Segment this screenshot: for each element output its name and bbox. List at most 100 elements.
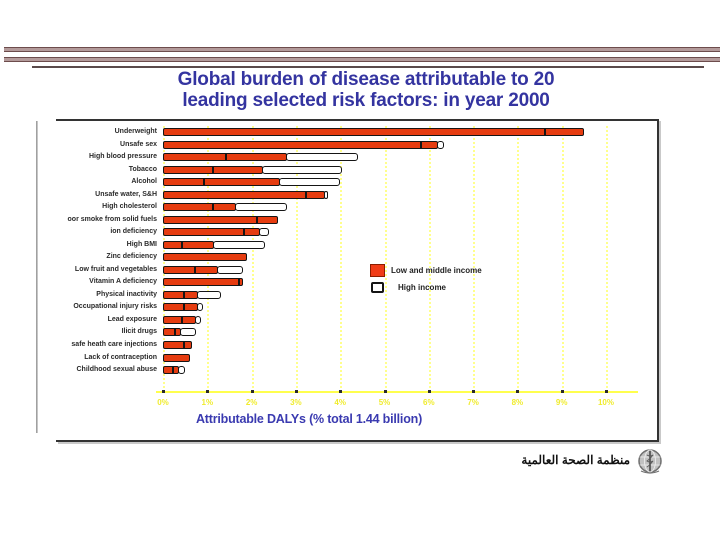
legend-item-high-income: High income — [370, 279, 482, 296]
bar-label: safe heath care injections — [71, 341, 157, 348]
x-tick-label: 9% — [555, 398, 568, 407]
bar-segment-divider — [238, 278, 241, 287]
bar-segment-low-middle-income — [163, 253, 248, 262]
bar-label: Unsafe water, S&H — [95, 190, 157, 198]
x-tick — [516, 390, 520, 393]
bar-segment-low-middle-income — [163, 128, 584, 136]
bar-segment-low-middle-income — [163, 140, 438, 149]
gridline — [517, 126, 520, 392]
x-tick — [294, 390, 298, 393]
bar-segment-divider — [180, 315, 183, 324]
legend-swatch-low-middle-income-icon — [370, 264, 385, 277]
bar-segment-low-middle-income — [163, 190, 325, 199]
bar-segment-high-income — [261, 165, 343, 174]
bar-segment-divider — [180, 240, 183, 249]
bar-segment-high-income — [286, 153, 358, 162]
left-guide-line — [36, 121, 38, 433]
gridline — [384, 126, 387, 392]
bar-label: Occupational injury risks — [73, 303, 157, 311]
gridline — [340, 126, 343, 392]
footer: منظمة الصحة العالمية — [520, 447, 670, 479]
title-overline — [32, 66, 704, 68]
top-rule-2 — [4, 57, 720, 62]
bar-segment-high-income — [212, 240, 265, 249]
bar-segment-divider — [202, 178, 205, 187]
x-tick — [383, 390, 387, 393]
x-tick — [560, 390, 564, 393]
gridline — [251, 126, 254, 392]
bar-label: High BMI — [126, 240, 157, 248]
bar-segment-low-middle-income — [163, 353, 190, 362]
bar-label: Alcohol — [131, 178, 157, 186]
bar-segment-high-income — [323, 190, 328, 199]
legend-item-low-middle-income: Low and middle income — [370, 262, 482, 279]
bar-label: Tobacco — [128, 165, 157, 173]
bar-segment-low-middle-income — [163, 341, 192, 349]
bar-segment-divider — [182, 303, 185, 312]
legend-label-low-middle-income: Low and middle income — [391, 266, 482, 275]
bar-segment-divider — [211, 203, 214, 212]
bar-segment-low-middle-income — [163, 315, 197, 324]
bar-label: Vitamin A deficiency — [89, 278, 157, 286]
bar-label: High blood pressure — [88, 153, 157, 161]
bar-segment-low-middle-income — [163, 290, 199, 299]
bar-segment-divider — [242, 228, 245, 237]
x-tick — [206, 390, 210, 393]
bar-segment-divider — [256, 215, 259, 224]
bar-segment-low-middle-income — [163, 303, 199, 312]
x-tick-label: 3% — [290, 398, 302, 407]
bar-segment-low-middle-income — [163, 278, 243, 287]
bar-segment-divider — [304, 190, 307, 199]
gridline — [606, 126, 608, 392]
bar-segment-high-income — [259, 228, 270, 237]
x-tick-label: 1% — [201, 398, 214, 407]
bar-segment-high-income — [197, 303, 203, 312]
bar-label: Zinc deficiency — [106, 253, 157, 261]
who-logo-icon — [638, 449, 662, 474]
bar-label: Low fruit and vegetables — [74, 265, 157, 273]
bar-segment-high-income — [195, 315, 201, 324]
x-tick-label: 8% — [511, 398, 524, 407]
chart-frame: 0% 1% 2% 3% 4% 5% 6% 7% 8% 9% 10% Underweight Unsafe… — [56, 119, 659, 442]
x-tick-label: 5% — [378, 398, 391, 407]
x-tick — [339, 390, 343, 393]
top-rule-1 — [4, 47, 720, 52]
bar-segment-low-middle-income — [163, 366, 179, 375]
bar-segment-high-income — [177, 366, 186, 375]
bar-segment-low-middle-income — [163, 265, 219, 274]
bar-label: Underweight — [114, 128, 157, 135]
bar-segment-divider — [419, 140, 422, 149]
x-tick-label: 6% — [423, 398, 435, 407]
bar-segment-low-middle-income — [163, 215, 279, 224]
bar-segment-divider — [171, 366, 174, 375]
x-tick-label: 0% — [157, 398, 169, 407]
x-tick — [250, 390, 254, 393]
legend: Low and middle income High income — [370, 262, 482, 296]
x-tick — [605, 390, 608, 393]
who-arabic-name: منظمة الصحة العالمية — [521, 453, 630, 467]
bar-segment-high-income — [197, 290, 221, 299]
legend-label-high-income: High income — [398, 283, 447, 292]
slide-title: Global burden of disease attributable to… — [36, 69, 696, 111]
bar-segment-low-middle-income — [163, 328, 181, 337]
legend-swatch-high-income-icon — [371, 282, 384, 293]
bar-segment-divider — [182, 290, 185, 299]
plot-area: 0% 1% 2% 3% 4% 5% 6% 7% 8% 9% 10% Underweight Unsafe… — [56, 121, 657, 440]
x-tick — [472, 390, 476, 393]
bar-segment-high-income — [235, 203, 288, 212]
x-tick-label: 10% — [597, 398, 614, 407]
x-tick-label: 4% — [334, 398, 346, 407]
bar-label: Unsafe sex — [120, 140, 157, 148]
bar-label: ion deficiency — [110, 228, 157, 236]
bar-label: Ilicit drugs — [121, 328, 157, 336]
gridline — [428, 126, 431, 392]
bar-segment-divider — [194, 265, 196, 274]
x-tick — [162, 390, 165, 393]
x-tick-label: 2% — [245, 398, 258, 407]
gridline — [561, 126, 564, 392]
bar-segment-divider — [211, 165, 214, 174]
x-axis-line — [156, 391, 638, 393]
bar-segment-divider — [543, 128, 546, 136]
bar-segment-high-income — [179, 328, 197, 337]
